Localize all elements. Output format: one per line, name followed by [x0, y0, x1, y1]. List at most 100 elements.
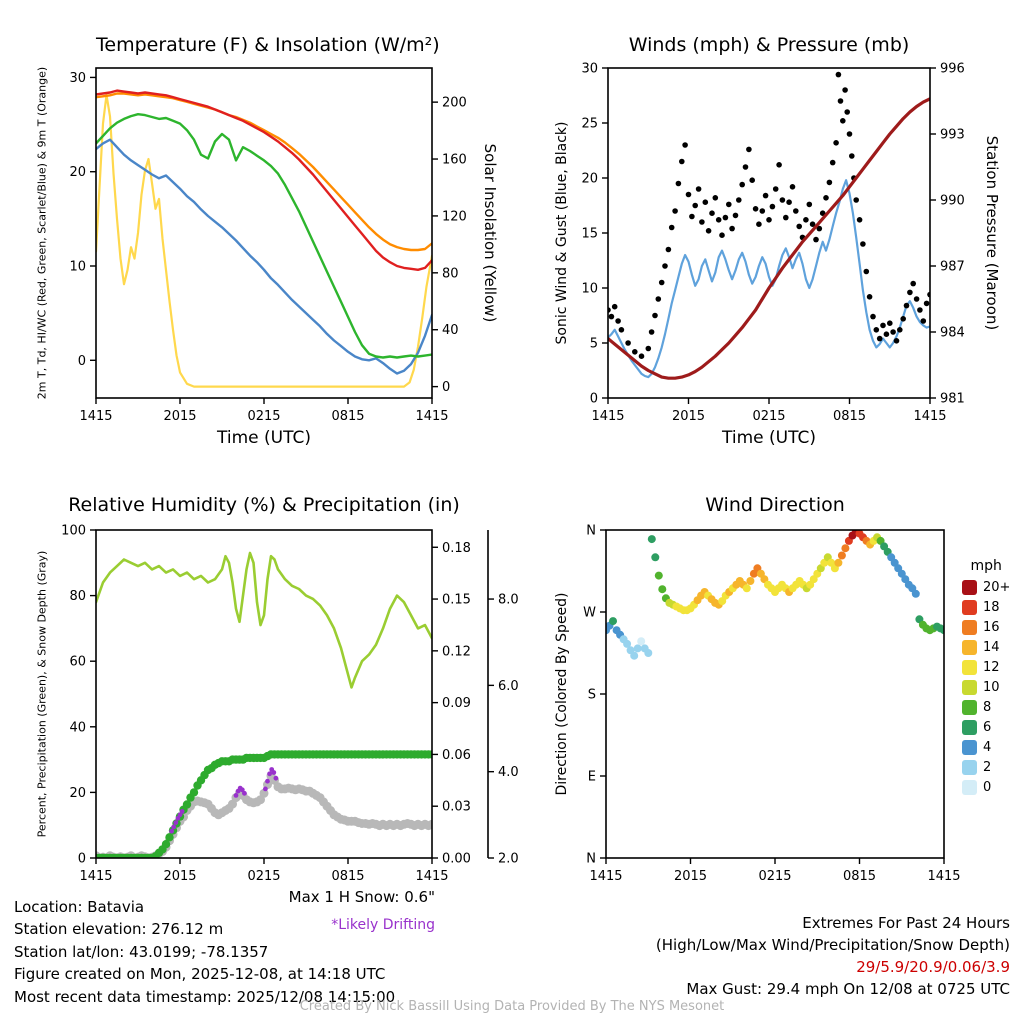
legend-entry: 10 — [962, 677, 1010, 697]
chart-title: Temperature (F) & Insolation (W/m²) — [96, 34, 440, 56]
svg-text:1415: 1415 — [589, 869, 622, 884]
svg-text:S: S — [588, 688, 596, 703]
station-elevation: Station elevation: 276.12 m — [14, 920, 224, 939]
svg-text:981: 981 — [940, 392, 965, 407]
svg-text:W: W — [583, 606, 596, 621]
svg-text:0.09: 0.09 — [442, 696, 471, 711]
humidity-plot-area: 1415 2015 0215 0815 1415 0 20 40 60 80 100 0.00 0.03… — [61, 524, 519, 885]
legend-swatch — [962, 759, 977, 775]
humidity-precipitation-chart: Relative Humidity (%) & Precipitation (i… — [8, 474, 519, 912]
svg-text:N: N — [586, 852, 596, 867]
wind-speed-legend: mph 20+ 18 16 14 12 10 8 6 4 2 0 — [962, 558, 1010, 797]
svg-text:0.06: 0.06 — [442, 748, 471, 763]
extremes-heading: Extremes For Past 24 Hours — [802, 914, 1010, 932]
svg-text:80: 80 — [69, 589, 86, 604]
svg-text:1415: 1415 — [79, 869, 112, 884]
svg-text:40: 40 — [442, 323, 459, 338]
svg-text:1415: 1415 — [591, 409, 624, 424]
svg-text:0.18: 0.18 — [442, 541, 471, 556]
station-location: Location: Batavia — [14, 898, 145, 916]
svg-text:25: 25 — [581, 117, 598, 132]
svg-text:1415: 1415 — [913, 409, 946, 424]
svg-text:5: 5 — [590, 337, 598, 352]
legend-label: 16 — [983, 619, 1000, 635]
legend-entry: 8 — [962, 697, 1010, 717]
svg-text:0: 0 — [78, 852, 86, 867]
svg-text:20: 20 — [69, 786, 86, 801]
svg-text:0815: 0815 — [331, 869, 364, 884]
svg-text:996: 996 — [940, 62, 965, 77]
svg-text:0815: 0815 — [331, 409, 364, 424]
chart-title: Winds (mph) & Pressure (mb) — [628, 34, 910, 56]
max-gust: Max Gust: 29.4 mph On 12/08 at 0725 UTC — [686, 980, 1010, 998]
svg-text:2015: 2015 — [674, 869, 707, 884]
svg-text:0815: 0815 — [833, 409, 866, 424]
svg-text:8.0: 8.0 — [498, 593, 519, 608]
svg-text:0215: 0215 — [752, 409, 785, 424]
x-axis-label: Time (UTC) — [722, 428, 816, 448]
legend-title: mph — [970, 558, 1002, 574]
svg-text:0.00: 0.00 — [442, 852, 471, 867]
legend-swatch — [962, 739, 977, 755]
legend-label: 2 — [983, 759, 992, 775]
svg-text:30: 30 — [581, 62, 598, 77]
legend-entry: 4 — [962, 737, 1010, 757]
svg-text:10: 10 — [581, 282, 598, 297]
legend-entry: 0 — [962, 777, 1010, 797]
legend-swatch — [962, 679, 977, 695]
temperature-plot-area: 1415 2015 0215 0815 1415 0 10 20 30 0 40 80 120 160 20… — [69, 67, 467, 424]
legend-swatch — [962, 719, 977, 735]
station-info: Location: Batavia Station elevation: 276… — [14, 896, 395, 1008]
legend-swatch — [962, 619, 977, 635]
chart-title: Relative Humidity (%) & Precipitation (i… — [68, 494, 460, 516]
legend-entry: 2 — [962, 757, 1010, 777]
svg-text:990: 990 — [940, 194, 965, 209]
credit-footer: Created By Nick Bassill Using Data Provi… — [299, 999, 725, 1014]
svg-text:2015: 2015 — [163, 869, 196, 884]
svg-text:0215: 0215 — [247, 869, 280, 884]
svg-text:0: 0 — [590, 392, 598, 407]
legend-swatch — [962, 599, 977, 615]
svg-text:0.15: 0.15 — [442, 593, 471, 608]
data-timestamp: Most recent data timestamp: 2025/12/08 1… — [14, 987, 396, 1006]
legend-swatch — [962, 779, 977, 795]
svg-text:993: 993 — [940, 128, 965, 143]
svg-text:2.0: 2.0 — [498, 852, 519, 867]
figure-created: Figure created on Mon, 2025-12-08, at 14… — [14, 965, 386, 984]
svg-text:80: 80 — [442, 266, 459, 281]
svg-text:20: 20 — [581, 172, 598, 187]
svg-text:15: 15 — [581, 227, 598, 242]
extremes-subheading: (High/Low/Max Wind/Precipitation/Snow De… — [655, 936, 1010, 954]
svg-text:984: 984 — [940, 326, 965, 341]
svg-text:1415: 1415 — [79, 409, 112, 424]
legend-label: 8 — [983, 699, 992, 715]
legend-label: 14 — [983, 639, 1000, 655]
svg-text:N: N — [586, 524, 596, 539]
svg-text:200: 200 — [442, 96, 467, 111]
svg-text:20: 20 — [69, 165, 86, 180]
x-axis-label: Time (UTC) — [217, 428, 311, 448]
svg-text:100: 100 — [61, 524, 86, 539]
svg-text:0215: 0215 — [247, 409, 280, 424]
max-snow-note: Max 1 H Snow: 0.6" — [288, 888, 435, 906]
legend-swatch — [962, 579, 977, 595]
legend-label: 18 — [983, 599, 1000, 615]
svg-text:4.0: 4.0 — [498, 765, 519, 780]
legend-label: 10 — [983, 679, 1000, 695]
legend-swatch — [962, 659, 977, 675]
legend-swatch — [962, 639, 977, 655]
svg-text:120: 120 — [442, 209, 467, 224]
legend-swatch — [962, 699, 977, 715]
legend-entry: 20+ — [962, 577, 1010, 597]
wind-direction-plot-area: 1415 2015 0215 0815 1415 N E S W N — [583, 524, 960, 885]
svg-text:2015: 2015 — [163, 409, 196, 424]
svg-text:0: 0 — [78, 354, 86, 369]
legend-label: 4 — [983, 739, 992, 755]
wind-direction-chart: Wind Direction Direction (Colored By Spe… — [518, 474, 1016, 912]
extremes-block: Extremes For Past 24 Hours (High/Low/Max… — [656, 912, 1010, 1000]
svg-text:30: 30 — [69, 71, 86, 86]
svg-text:10: 10 — [69, 260, 86, 275]
svg-text:40: 40 — [69, 720, 86, 735]
svg-text:0.12: 0.12 — [442, 644, 471, 659]
